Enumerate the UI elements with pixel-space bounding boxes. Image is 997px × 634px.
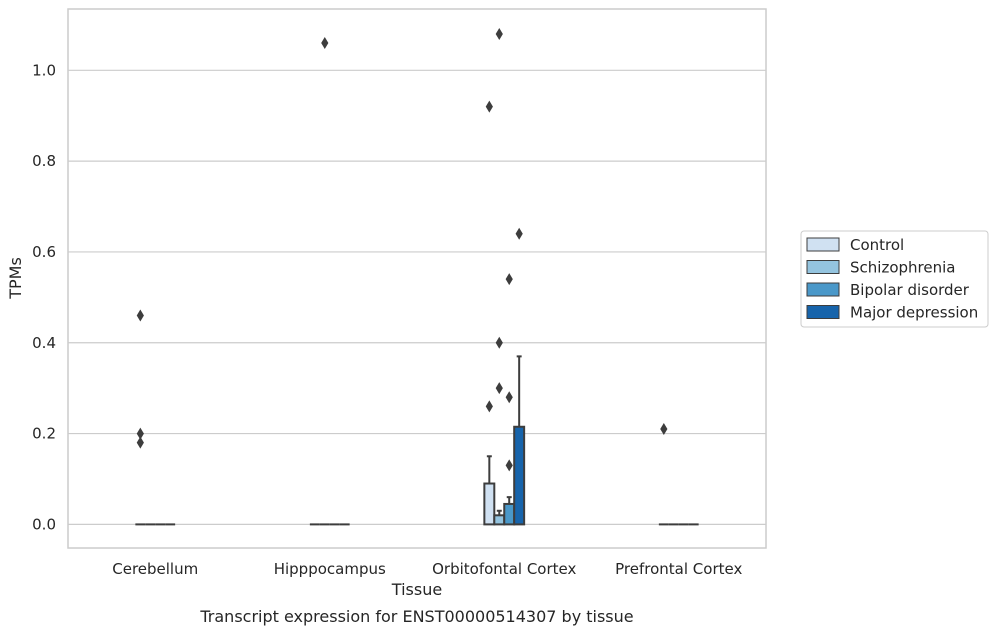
bars — [135, 425, 699, 526]
y-tick-label: 0.6 — [32, 243, 56, 261]
outlier-point — [495, 382, 503, 395]
outlier-point — [136, 309, 144, 322]
bar — [493, 514, 506, 526]
x-tick-label: Prefrontal Cortex — [615, 560, 742, 578]
x-tick-label: Hipppocampus — [274, 560, 386, 578]
outlier-point — [660, 423, 668, 436]
outlier-point — [495, 336, 503, 349]
outlier-point — [485, 100, 493, 113]
error-bars — [486, 355, 522, 516]
y-tick-label: 0.2 — [32, 425, 56, 443]
legend-items: Control Schizophrenia Bipolar disorder Majo… — [806, 236, 978, 322]
outlier-point — [505, 273, 513, 286]
outlier-point — [505, 459, 513, 472]
legend-swatch — [806, 282, 840, 297]
outlier-point — [136, 436, 144, 449]
legend-label: Major depression — [850, 304, 978, 322]
y-tick-label: 0.8 — [32, 152, 56, 170]
outlier-point — [136, 427, 144, 440]
outlier-point — [505, 391, 513, 404]
outlier-point — [321, 37, 329, 50]
legend-swatch — [806, 237, 840, 252]
outlier-point — [515, 227, 523, 240]
outlier-point — [495, 27, 503, 40]
y-tick-label: 1.0 — [32, 61, 56, 79]
y-axis-title: TPMs — [6, 257, 25, 300]
x-tick-label: Cerebellum — [112, 560, 198, 578]
x-tick-labels: Cerebellum Hipppocampus Orbitofontal Corte… — [112, 560, 742, 578]
x-tick-label: Orbitofontal Cortex — [432, 560, 576, 578]
y-tick-label: 0.0 — [32, 515, 56, 533]
outlier-point — [485, 400, 493, 413]
plot-frame — [67, 8, 767, 549]
legend-swatch — [806, 260, 840, 274]
grid-lines — [68, 69, 766, 525]
legend-swatch — [806, 305, 840, 319]
bar — [503, 502, 516, 526]
bar — [513, 425, 526, 526]
legend-frame — [800, 230, 989, 328]
legend-label: Schizophrenia — [850, 259, 955, 277]
y-tick-labels: 0.0 0.2 0.4 0.6 0.8 1.0 — [32, 61, 56, 533]
bar — [483, 482, 496, 526]
legend-label: Control — [850, 236, 904, 254]
legend: Control Schizophrenia Bipolar disorder Majo… — [800, 230, 989, 328]
y-tick-label: 0.4 — [32, 334, 56, 352]
legend-label: Bipolar disorder — [850, 281, 970, 299]
outlier-points — [136, 27, 668, 472]
x-axis-title: Tissue — [391, 580, 442, 599]
chart-caption: Transcript expression for ENST0000051430… — [199, 607, 633, 626]
